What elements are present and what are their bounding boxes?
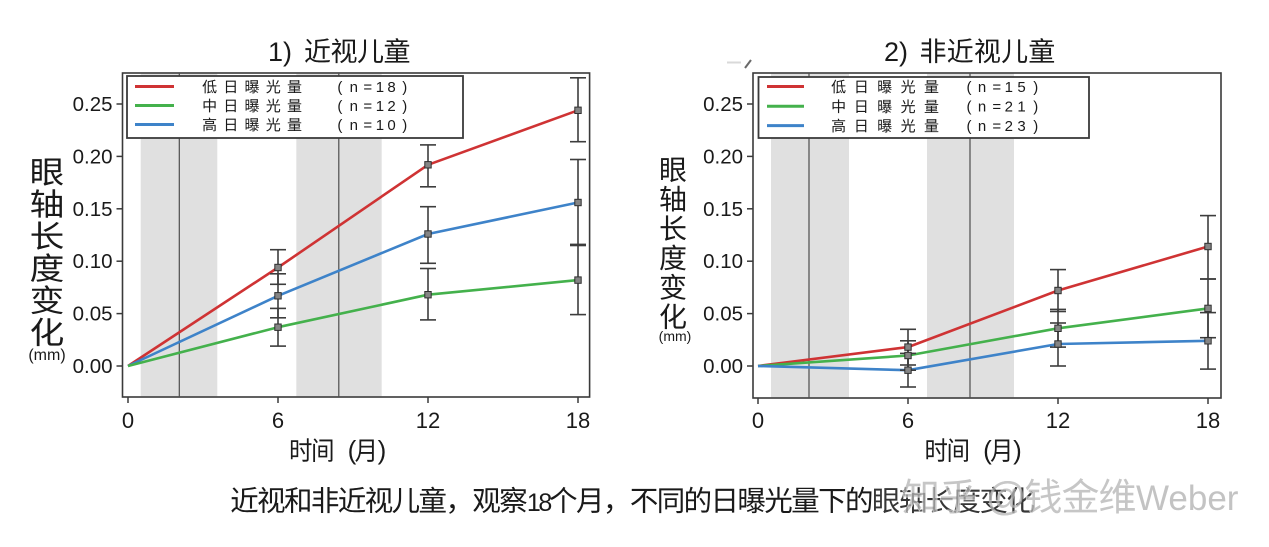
svg-text:1: 1: [527, 489, 541, 517]
svg-text:5: 5: [1017, 79, 1025, 96]
svg-text:(: (: [337, 98, 342, 115]
svg-text:Weber: Weber: [1136, 479, 1239, 518]
svg-text:): ): [402, 79, 407, 96]
svg-text:0.00: 0.00: [703, 355, 743, 378]
svg-text:n: n: [978, 99, 986, 116]
svg-text:(: (: [983, 435, 992, 465]
svg-text:0.15: 0.15: [703, 198, 743, 221]
svg-text:(: (: [967, 99, 972, 116]
svg-text:(mm): (mm): [28, 347, 65, 364]
svg-text:1: 1: [376, 117, 384, 134]
svg-text:): ): [1033, 79, 1038, 96]
svg-text:6: 6: [272, 408, 284, 433]
svg-text:0.20: 0.20: [73, 145, 113, 168]
svg-text:(: (: [348, 435, 357, 465]
svg-text:0: 0: [122, 408, 134, 433]
svg-text:=: =: [363, 117, 372, 134]
svg-text:2): 2): [884, 37, 908, 67]
svg-text:2: 2: [1005, 118, 1013, 135]
svg-text:(: (: [967, 79, 972, 96]
svg-text:=: =: [992, 79, 1001, 96]
svg-text:): ): [402, 117, 407, 134]
svg-text:0.05: 0.05: [73, 303, 113, 326]
svg-text:1: 1: [376, 98, 384, 115]
svg-text:=: =: [363, 98, 372, 115]
svg-text:n: n: [978, 118, 986, 135]
svg-text:1: 1: [376, 79, 384, 96]
svg-text:n: n: [978, 79, 986, 96]
svg-text:2: 2: [387, 98, 395, 115]
svg-text:18: 18: [566, 408, 590, 433]
svg-text:0.25: 0.25: [73, 93, 113, 116]
svg-text:2: 2: [1005, 99, 1013, 116]
svg-text:18: 18: [1196, 408, 1220, 433]
svg-text:n: n: [350, 117, 358, 134]
svg-text:Weber: Weber: [1136, 479, 1239, 518]
svg-text:): ): [378, 435, 387, 465]
svg-text:8: 8: [387, 79, 395, 96]
svg-text:@: @: [986, 475, 1027, 519]
svg-text:n: n: [350, 98, 358, 115]
svg-text:0.05: 0.05: [703, 303, 743, 326]
svg-text:12: 12: [416, 408, 440, 433]
svg-text:0.15: 0.15: [73, 198, 113, 221]
svg-text:0.00: 0.00: [73, 355, 113, 378]
svg-text:0.10: 0.10: [703, 250, 743, 273]
svg-text:(mm): (mm): [659, 328, 692, 344]
svg-text:0: 0: [387, 117, 395, 134]
svg-text:=: =: [992, 118, 1001, 135]
svg-text:0.20: 0.20: [703, 145, 743, 168]
svg-text:): ): [402, 98, 407, 115]
svg-text:(: (: [337, 117, 342, 134]
svg-text:(: (: [337, 79, 342, 96]
svg-text:6: 6: [902, 408, 914, 433]
svg-text:1: 1: [1005, 79, 1013, 96]
svg-text:0.10: 0.10: [73, 250, 113, 273]
svg-text:(: (: [967, 118, 972, 135]
svg-text:n: n: [350, 79, 358, 96]
svg-text:1): 1): [268, 37, 292, 67]
svg-text:=: =: [363, 79, 372, 96]
svg-text:12: 12: [1046, 408, 1070, 433]
svg-text:8: 8: [538, 489, 552, 517]
svg-text:1: 1: [1017, 99, 1025, 116]
svg-text:): ): [1033, 99, 1038, 116]
svg-text:=: =: [992, 99, 1001, 116]
svg-text:0: 0: [752, 408, 764, 433]
svg-text:3: 3: [1017, 118, 1025, 135]
svg-text:0.25: 0.25: [703, 93, 743, 116]
svg-text:): ): [1033, 118, 1038, 135]
svg-text:): ): [1013, 435, 1022, 465]
